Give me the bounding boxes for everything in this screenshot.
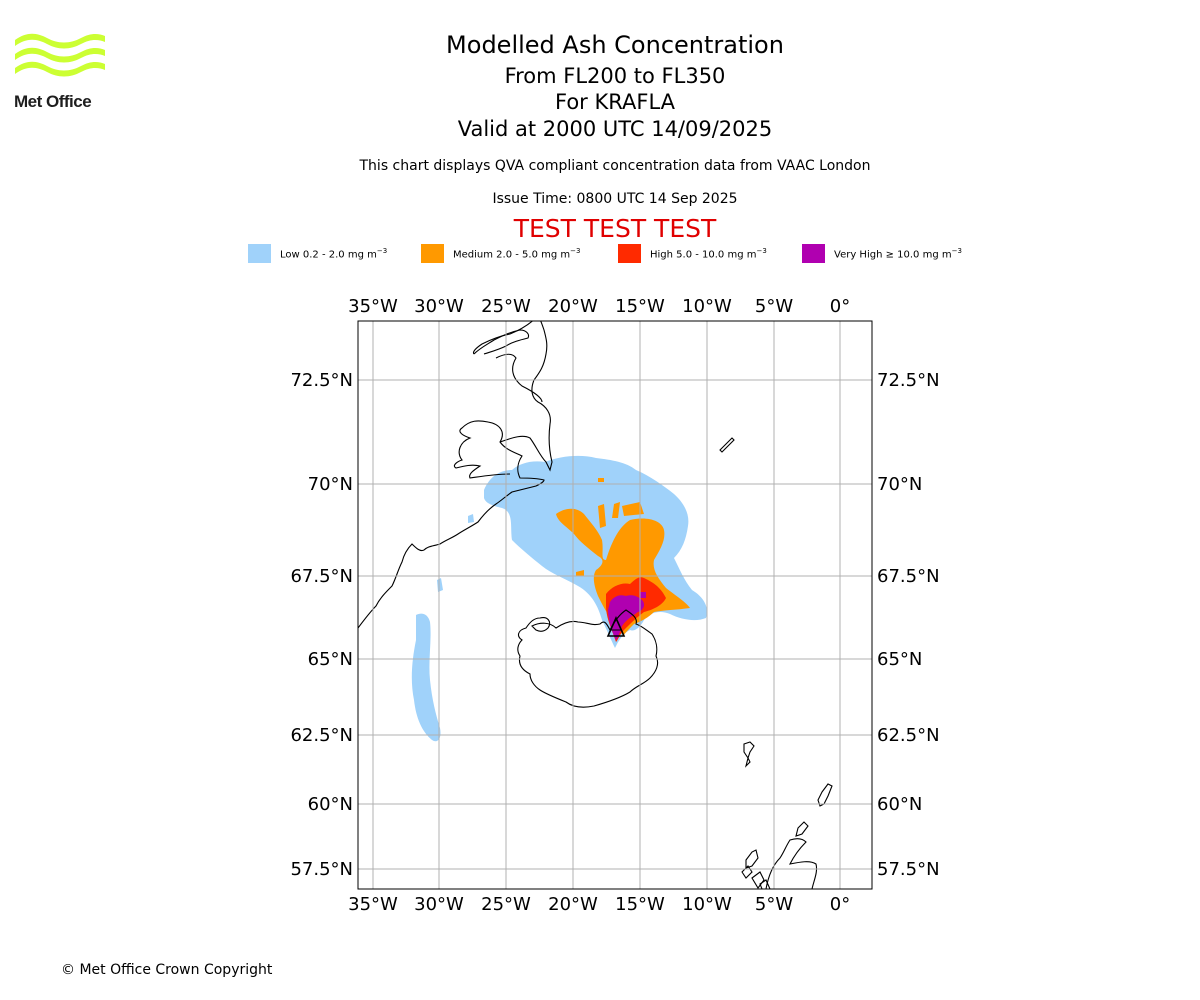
lon-tick-label: 25°W: [481, 894, 531, 915]
map-frame: [357, 320, 873, 890]
legend-label-very-high: Very High ≥ 10.0 mg m−3: [834, 246, 962, 261]
lon-tick-label: 10°W: [682, 296, 732, 317]
lat-tick-label: 62.5°N: [877, 725, 940, 746]
lon-tick-label: 0°: [830, 894, 850, 915]
lon-tick-label: 0°: [830, 296, 850, 317]
lon-tick-label: 35°W: [348, 296, 398, 317]
lat-tick-label: 60°N: [308, 794, 353, 815]
lon-tick-labels-top: 35°W 30°W 25°W 20°W 15°W 10°W 5°W 0°: [348, 296, 850, 317]
lat-tick-label: 60°N: [877, 794, 922, 815]
test-banner: TEST TEST TEST: [513, 214, 717, 243]
legend-label-medium: Medium 2.0 - 5.0 mg m−3: [453, 246, 581, 261]
legend-swatch-very-high: [802, 244, 825, 263]
lat-tick-label: 62.5°N: [290, 725, 353, 746]
legend-swatch-high: [618, 244, 641, 263]
lon-tick-label: 15°W: [615, 296, 665, 317]
lat-tick-label: 65°N: [308, 649, 353, 670]
lon-tick-label: 15°W: [615, 894, 665, 915]
chart-title: Modelled Ash Concentration: [446, 31, 784, 59]
legend-swatch-low: [248, 244, 271, 263]
lat-tick-label: 65°N: [877, 649, 922, 670]
legend-label-low: Low 0.2 - 2.0 mg m−3: [280, 246, 388, 261]
lat-tick-label: 70°N: [877, 474, 922, 495]
lat-tick-label: 67.5°N: [877, 566, 940, 587]
iceland-coastline: [517, 609, 659, 708]
lat-tick-labels-right: 72.5°N 70°N 67.5°N 65°N 62.5°N 60°N 57.5…: [877, 370, 940, 880]
lon-tick-label: 20°W: [548, 894, 598, 915]
legend-item-high: High 5.0 - 10.0 mg m−3: [618, 244, 767, 263]
met-office-logo: [15, 33, 105, 77]
logo-text: Met Office: [14, 92, 92, 111]
lat-tick-label: 72.5°N: [290, 370, 353, 391]
legend-item-medium: Medium 2.0 - 5.0 mg m−3: [421, 244, 580, 263]
valid-time: Valid at 2000 UTC 14/09/2025: [457, 117, 773, 141]
graticule: [358, 321, 872, 889]
lon-tick-label: 30°W: [414, 894, 464, 915]
legend-swatch-medium: [421, 244, 444, 263]
lon-tick-label: 5°W: [755, 894, 793, 915]
shetland-coastline: [817, 783, 833, 807]
lon-tick-label: 25°W: [481, 296, 531, 317]
lat-tick-label: 57.5°N: [290, 859, 353, 880]
legend-item-very-high: Very High ≥ 10.0 mg m−3: [802, 244, 962, 263]
lat-tick-label: 72.5°N: [877, 370, 940, 391]
greenland-coastline: [358, 420, 545, 629]
lat-tick-label: 67.5°N: [290, 566, 353, 587]
lon-tick-label: 20°W: [548, 296, 598, 317]
lat-tick-label: 70°N: [308, 474, 353, 495]
lon-tick-label: 35°W: [348, 894, 398, 915]
qva-note: This chart displays QVA compliant concen…: [359, 158, 871, 174]
jan-mayen-coastline: [719, 437, 735, 453]
copyright-notice: © Met Office Crown Copyright: [61, 962, 273, 978]
ash-area-very-high: [608, 592, 646, 640]
volcano-name: For KRAFLA: [555, 90, 675, 114]
issue-time: Issue Time: 0800 UTC 14 Sep 2025: [492, 191, 738, 207]
scotland-coastline: [765, 838, 818, 889]
lon-tick-label: 30°W: [414, 296, 464, 317]
flight-level-range: From FL200 to FL350: [504, 64, 726, 88]
lon-tick-label: 10°W: [682, 894, 732, 915]
lat-tick-label: 57.5°N: [877, 859, 940, 880]
legend-label-high: High 5.0 - 10.0 mg m−3: [650, 246, 767, 261]
faroe-islands-coastline: [743, 741, 755, 768]
lon-tick-labels-bottom: 35°W 30°W 25°W 20°W 15°W 10°W 5°W 0°: [348, 894, 850, 915]
lon-tick-label: 5°W: [755, 296, 793, 317]
legend-item-low: Low 0.2 - 2.0 mg m−3: [248, 244, 387, 263]
lat-tick-labels-left: 72.5°N 70°N 67.5°N 65°N 62.5°N 60°N 57.5…: [290, 370, 353, 880]
volcano-triangle-icon: [606, 616, 626, 637]
coastlines: [358, 321, 833, 889]
